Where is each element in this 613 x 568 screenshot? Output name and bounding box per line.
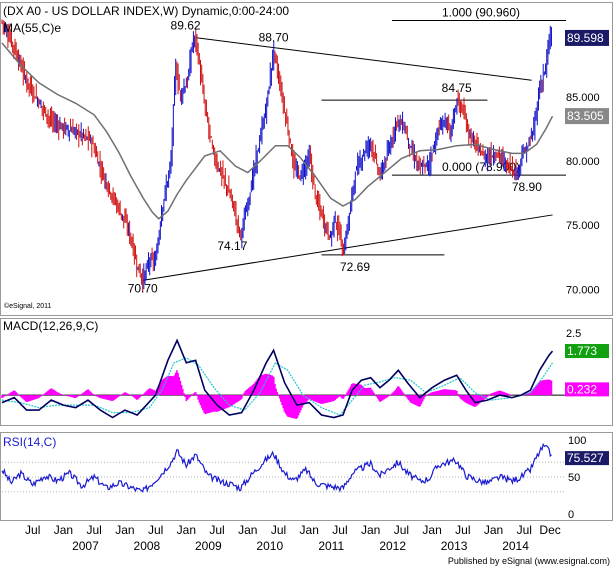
fib-level-label: 0.000 (78.900) (442, 160, 520, 174)
rsi-title: RSI(14,C) (3, 435, 56, 449)
rsi-tick-label: 0 (568, 509, 574, 521)
ohlc-bars (1, 19, 552, 292)
rsi-tick-label: 100 (568, 435, 586, 447)
price-annotation: 74.17 (217, 239, 247, 253)
time-axis: Jul Jan Jul Jan Jul Jan Jul Jan Jul Jan Jul Jan Jul J… (25, 523, 561, 553)
last-rsi-label-bg (565, 451, 609, 466)
price-tick-label: 85.000 (566, 92, 600, 104)
month-tick-label: Jan (115, 523, 134, 537)
last-price-label-bg (565, 29, 609, 46)
panel-border-1 (0, 318, 613, 426)
month-tick-label: Jan (422, 523, 441, 537)
esignal-watermark: ©eSignal, 2011 (4, 302, 52, 310)
last-macd-label-bg (565, 344, 609, 359)
year-tick-label: 2007 (72, 539, 99, 553)
price-panel: 70.000 75.000 80.000 85.000 1.000 (90.960) 0.… (1, 5, 609, 296)
last-macd-label: 1.773 (567, 344, 597, 358)
price-annotation: 78.90 (512, 180, 542, 194)
rsi-panel: 100 50 0 75.527 (1, 435, 609, 521)
fib-level-label: 1.000 (90.960) (442, 5, 520, 19)
panel-frames (0, 2, 613, 521)
month-tick-label: Jul (517, 523, 532, 537)
month-tick-label: Jan (484, 523, 503, 537)
ma-line (1, 42, 554, 220)
price-annotation: 84.75 (442, 81, 472, 95)
month-tick-label: Jan (177, 523, 196, 537)
rsi-line (1, 442, 552, 493)
footer-credit: Published by eSignal (www.esignal.com) (448, 556, 610, 566)
macd-tick-label: 2.5 (566, 328, 581, 340)
price-tick-label: 70.000 (566, 284, 600, 296)
month-tick-label: Jul (271, 523, 286, 537)
last-hist-label: 0.232 (567, 382, 597, 396)
macd-signal-line (1, 357, 554, 416)
year-tick-label: 2009 (195, 539, 222, 553)
last-ma-label-bg (565, 108, 609, 125)
price-annotation: 72.69 (340, 260, 370, 274)
price-tick-label: 75.000 (566, 220, 600, 232)
month-tick-label: Jul (455, 523, 470, 537)
month-tick-label: Jul (394, 523, 409, 537)
price-annotation: 89.62 (171, 19, 201, 33)
macd-line (1, 338, 554, 419)
month-tick-label: Jan (361, 523, 380, 537)
month-tick-label: Jan (300, 523, 319, 537)
month-tick-label: Jul (332, 523, 347, 537)
year-tick-label: 2010 (256, 539, 283, 553)
month-tick-label: Jul (148, 523, 163, 537)
price-chart-title: (DX A0 - US DOLLAR INDEX,W) Dynamic,0:00… (3, 4, 289, 18)
year-tick-label: 2012 (379, 539, 406, 553)
year-tick-label: 2011 (318, 539, 344, 553)
year-tick-label: 2008 (134, 539, 161, 553)
macd-panel: 2.5 1.773 0.232 (1, 328, 609, 419)
price-tick-label: 80.000 (566, 156, 600, 168)
rsi-tick-label: 50 (568, 472, 580, 484)
month-tick-label: Jan (238, 523, 257, 537)
price-annotation: 88.70 (259, 30, 289, 44)
month-tick-label: Jul (86, 523, 101, 537)
last-rsi-label: 75.527 (567, 451, 604, 465)
month-tick-label: Jul (25, 523, 40, 537)
last-hist-label-bg (565, 382, 609, 397)
year-tick-label: 2014 (502, 539, 529, 553)
month-tick-label: Jan (54, 523, 73, 537)
trendline (195, 37, 532, 81)
year-tick-label: 2013 (441, 539, 468, 553)
price-annotation: 70.70 (128, 281, 158, 295)
ma-legend: MA(55,C)e (3, 21, 61, 35)
last-price-label: 89.598 (567, 31, 604, 45)
trendline (142, 214, 553, 281)
macd-title: MACD(12,26,9,C) (3, 319, 98, 333)
last-ma-label: 83.505 (567, 109, 604, 123)
month-tick-label: Jul (209, 523, 224, 537)
month-tick-label: Dec (539, 523, 560, 537)
